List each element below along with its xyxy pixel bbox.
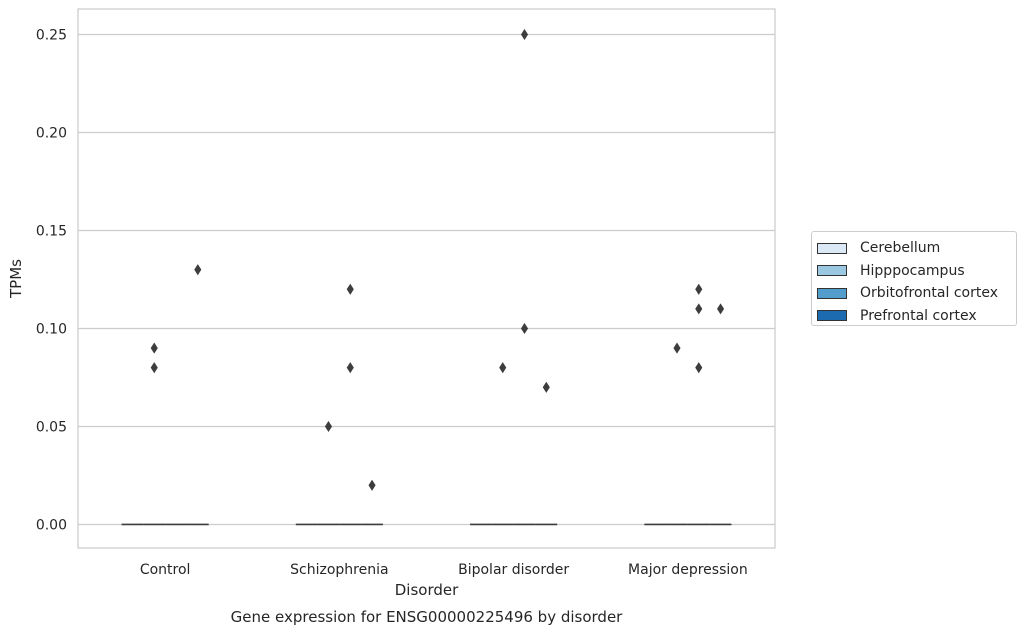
x-tick-label: Control xyxy=(140,562,191,578)
outlier-point xyxy=(695,362,703,374)
outlier-point xyxy=(520,322,529,335)
y-tick-label: 0.25 xyxy=(36,27,67,43)
outlier-point xyxy=(346,362,354,374)
legend-swatch xyxy=(817,310,847,322)
x-tick-label: Schizophrenia xyxy=(290,562,388,578)
outlier-point xyxy=(150,342,158,354)
outlier-point xyxy=(368,479,376,491)
grid-lines xyxy=(78,33,775,526)
outlier-point xyxy=(695,283,703,295)
y-axis-label: TPMs xyxy=(7,259,25,299)
legend-item: Hipppocampus xyxy=(817,260,1016,283)
x-tick-labels: Control Schizophrenia Bipolar disorder Majo… xyxy=(140,562,748,578)
y-tick-label: 0.20 xyxy=(36,125,67,141)
legend-label: Prefrontal cortex xyxy=(860,307,977,324)
legend-item: Cerebellum xyxy=(817,237,1016,260)
outlier-point xyxy=(695,303,703,315)
legend-item: Prefrontal cortex xyxy=(817,305,1016,328)
legend-item: Orbitofrontal cortex xyxy=(817,282,1016,305)
legend-label: Cerebellum xyxy=(860,240,941,257)
outlier-point xyxy=(499,362,507,374)
legend-swatch xyxy=(817,287,847,299)
y-tick-label: 0.00 xyxy=(36,517,67,533)
y-tick-labels: 0.00 0.05 0.10 0.15 0.20 0.25 xyxy=(36,27,67,533)
outlier-point xyxy=(520,28,529,41)
legend-swatch xyxy=(817,242,847,254)
outlier-point xyxy=(324,420,333,433)
plot-frame xyxy=(77,8,776,549)
y-tick-label: 0.10 xyxy=(36,321,67,337)
x-tick-label: Major depression xyxy=(628,562,748,578)
outlier-point xyxy=(194,264,202,276)
chart-caption: Gene expression for ENSG00000225496 by d… xyxy=(231,608,624,626)
outlier-point xyxy=(346,283,354,295)
x-axis-label: Disorder xyxy=(395,581,459,599)
outlier-point xyxy=(150,362,158,374)
legend-label: Orbitofrontal cortex xyxy=(860,285,998,302)
outlier-point xyxy=(716,303,725,315)
x-tick-label: Bipolar disorder xyxy=(458,562,569,578)
legend-label: Hipppocampus xyxy=(860,262,965,279)
outlier-point xyxy=(542,381,550,393)
box-marks xyxy=(121,28,732,526)
legend-swatch xyxy=(817,265,847,277)
y-tick-label: 0.15 xyxy=(36,223,67,239)
legend: Cerebellum Hipppocampus Orbitofrontal cort… xyxy=(811,231,1017,326)
outlier-point xyxy=(673,342,681,354)
y-tick-label: 0.05 xyxy=(36,419,67,435)
